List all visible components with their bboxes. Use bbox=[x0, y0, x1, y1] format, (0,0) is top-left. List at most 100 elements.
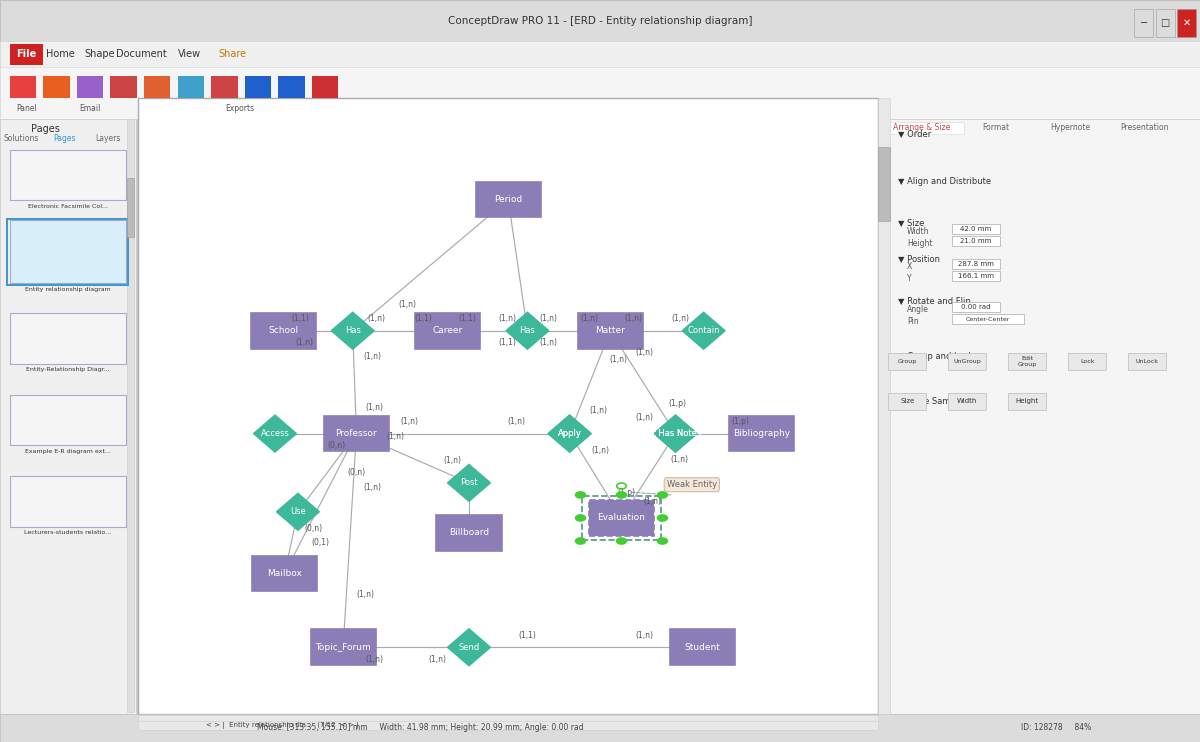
Polygon shape bbox=[682, 312, 725, 349]
Text: (0,1): (0,1) bbox=[312, 537, 330, 547]
Text: It Has Notes: It Has Notes bbox=[650, 429, 701, 438]
Text: (1,n): (1,n) bbox=[671, 315, 689, 324]
FancyBboxPatch shape bbox=[878, 147, 890, 221]
Text: (1,n): (1,n) bbox=[636, 413, 654, 422]
FancyBboxPatch shape bbox=[178, 76, 204, 98]
FancyBboxPatch shape bbox=[1177, 9, 1196, 37]
FancyBboxPatch shape bbox=[952, 314, 1024, 324]
Text: (1,1): (1,1) bbox=[415, 315, 433, 324]
Text: Weak Entity: Weak Entity bbox=[667, 480, 716, 489]
Text: Pages: Pages bbox=[31, 124, 60, 134]
FancyBboxPatch shape bbox=[0, 41, 1200, 67]
FancyBboxPatch shape bbox=[948, 353, 986, 370]
Text: Career: Career bbox=[432, 326, 463, 335]
FancyBboxPatch shape bbox=[138, 715, 878, 723]
Text: ▼ Size: ▼ Size bbox=[898, 218, 924, 227]
Text: (1,n): (1,n) bbox=[539, 315, 557, 324]
Polygon shape bbox=[654, 415, 697, 452]
Text: Arrange & Size: Arrange & Size bbox=[893, 123, 950, 132]
Text: 166.1 mm: 166.1 mm bbox=[958, 273, 994, 279]
FancyBboxPatch shape bbox=[10, 220, 126, 283]
Text: Email: Email bbox=[79, 104, 101, 113]
Text: Period: Period bbox=[494, 195, 522, 204]
FancyBboxPatch shape bbox=[10, 76, 36, 98]
FancyBboxPatch shape bbox=[886, 122, 964, 134]
Text: (1,p): (1,p) bbox=[731, 417, 749, 426]
Text: (1,n): (1,n) bbox=[398, 301, 416, 309]
FancyBboxPatch shape bbox=[952, 271, 1000, 281]
Text: Apply: Apply bbox=[558, 429, 582, 438]
Text: (1,n): (1,n) bbox=[443, 456, 461, 465]
Text: (1,n): (1,n) bbox=[401, 417, 419, 426]
Text: Presentation: Presentation bbox=[1121, 123, 1169, 132]
Text: (1,n): (1,n) bbox=[366, 654, 384, 663]
FancyBboxPatch shape bbox=[948, 393, 986, 410]
Text: □: □ bbox=[1160, 18, 1170, 28]
Text: X: X bbox=[907, 262, 912, 271]
FancyBboxPatch shape bbox=[437, 515, 502, 551]
Text: Topic_Forum: Topic_Forum bbox=[316, 643, 371, 651]
FancyBboxPatch shape bbox=[952, 236, 1000, 246]
FancyBboxPatch shape bbox=[1128, 353, 1166, 370]
Text: Pin: Pin bbox=[907, 317, 919, 326]
FancyBboxPatch shape bbox=[883, 119, 1200, 714]
Text: Y: Y bbox=[907, 274, 912, 283]
Text: Mailbox: Mailbox bbox=[268, 569, 302, 578]
Text: Send: Send bbox=[458, 643, 480, 651]
Text: (1,n): (1,n) bbox=[366, 403, 384, 412]
Text: (1,n): (1,n) bbox=[498, 315, 516, 324]
Text: ConceptDraw PRO 11 - [ERD - Entity relationship diagram]: ConceptDraw PRO 11 - [ERD - Entity relat… bbox=[448, 16, 752, 26]
Text: It Has Notes: It Has Notes bbox=[650, 429, 701, 438]
FancyBboxPatch shape bbox=[415, 313, 480, 349]
Text: 0.00 rad: 0.00 rad bbox=[961, 304, 990, 310]
Text: Shape: Shape bbox=[84, 49, 115, 59]
FancyBboxPatch shape bbox=[10, 150, 126, 200]
Text: ▼ Rotate and Flip: ▼ Rotate and Flip bbox=[898, 297, 971, 306]
Text: Contain: Contain bbox=[688, 326, 720, 335]
Text: View: View bbox=[178, 49, 202, 59]
FancyBboxPatch shape bbox=[278, 76, 305, 98]
Polygon shape bbox=[654, 415, 697, 452]
Text: ▼ Group and Lock: ▼ Group and Lock bbox=[898, 352, 973, 361]
FancyBboxPatch shape bbox=[110, 76, 137, 98]
Polygon shape bbox=[548, 415, 592, 452]
Text: < > |  Entity relationship dia...  (7/12  < > |: < > | Entity relationship dia... (7/12 <… bbox=[205, 722, 359, 729]
Text: Document: Document bbox=[116, 49, 167, 59]
Text: ✕: ✕ bbox=[1183, 18, 1190, 28]
Text: Lecturers-students relatio...: Lecturers-students relatio... bbox=[24, 531, 112, 535]
FancyBboxPatch shape bbox=[1156, 9, 1175, 37]
Text: (1,n): (1,n) bbox=[508, 417, 526, 426]
Polygon shape bbox=[548, 415, 592, 452]
Text: (1,n): (1,n) bbox=[386, 432, 404, 441]
Text: Format: Format bbox=[983, 123, 1009, 132]
Text: (1,n): (1,n) bbox=[671, 455, 689, 464]
Circle shape bbox=[576, 515, 586, 521]
Text: (1,n): (1,n) bbox=[636, 347, 654, 357]
Circle shape bbox=[658, 492, 667, 498]
Text: Matter: Matter bbox=[595, 326, 625, 335]
Text: Angle: Angle bbox=[907, 305, 929, 314]
FancyBboxPatch shape bbox=[10, 313, 126, 364]
Circle shape bbox=[658, 515, 667, 521]
FancyBboxPatch shape bbox=[0, 714, 1200, 742]
Text: ID: 128278     84%: ID: 128278 84% bbox=[1021, 723, 1091, 732]
Text: (1,n): (1,n) bbox=[592, 446, 610, 455]
Text: Height: Height bbox=[907, 239, 932, 248]
FancyBboxPatch shape bbox=[888, 393, 926, 410]
FancyBboxPatch shape bbox=[1068, 353, 1106, 370]
Text: (1,1): (1,1) bbox=[292, 315, 310, 324]
Polygon shape bbox=[253, 415, 296, 452]
Text: File: File bbox=[17, 49, 36, 59]
FancyBboxPatch shape bbox=[0, 119, 136, 714]
FancyBboxPatch shape bbox=[10, 476, 126, 527]
Text: Student: Student bbox=[684, 643, 720, 651]
FancyBboxPatch shape bbox=[43, 76, 70, 98]
FancyBboxPatch shape bbox=[245, 76, 271, 98]
Text: (1,n): (1,n) bbox=[364, 352, 382, 361]
Text: (0,n): (0,n) bbox=[305, 525, 323, 533]
Text: Hypernote: Hypernote bbox=[1050, 123, 1091, 132]
Text: (1,n): (1,n) bbox=[295, 338, 313, 347]
Text: Electronic Facsimile Col...: Electronic Facsimile Col... bbox=[28, 204, 108, 209]
Text: Home: Home bbox=[46, 49, 74, 59]
FancyBboxPatch shape bbox=[0, 0, 1200, 41]
